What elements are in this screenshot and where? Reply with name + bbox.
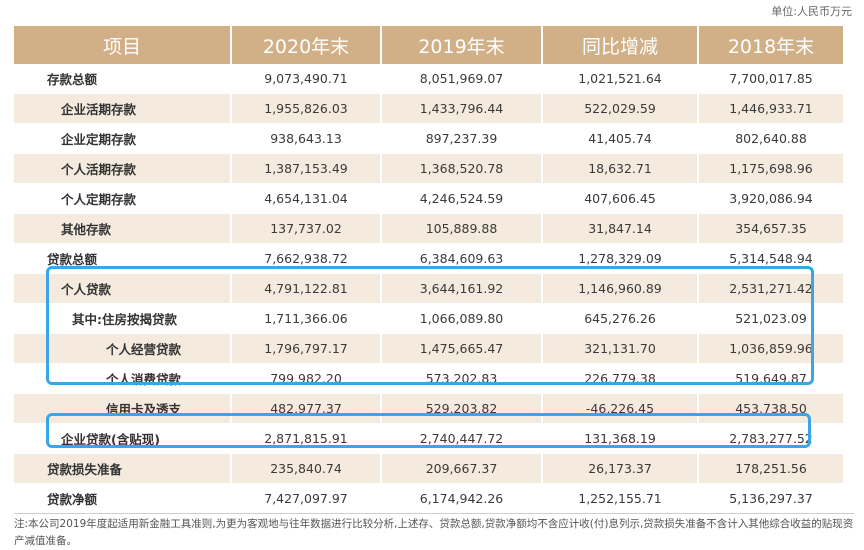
table-row: 个人贷款 4,791,122.81 3,644,161.92 1,146,960… — [14, 274, 843, 304]
cell-2020: 235,840.74 — [230, 454, 380, 484]
cell-2018: 5,136,297.37 — [697, 484, 843, 514]
cell-2018: 1,446,933.71 — [697, 94, 843, 124]
cell-2020: 137,737.02 — [230, 214, 380, 244]
cell-2019: 2,740,447.72 — [380, 424, 541, 454]
cell-change: 1,146,960.89 — [541, 274, 697, 304]
cell-2019: 3,644,161.92 — [380, 274, 541, 304]
cell-change: 41,405.74 — [541, 124, 697, 154]
unit-label: 单位:人民币万元 — [771, 5, 852, 18]
table-row: 个人活期存款 1,387,153.49 1,368,520.78 18,632.… — [14, 154, 843, 184]
cell-change: 26,173.37 — [541, 454, 697, 484]
cell-change: 1,278,329.09 — [541, 244, 697, 274]
row-label: 个人消费贷款 — [14, 364, 230, 394]
table-row: 信用卡及透支 482,977.37 529,203.82 -46,226.45 … — [14, 394, 843, 424]
row-label: 其中:住房按揭贷款 — [14, 304, 230, 334]
table-row: 企业活期存款 1,955,826.03 1,433,796.44 522,029… — [14, 94, 843, 124]
cell-change: 131,368.19 — [541, 424, 697, 454]
cell-2019: 1,475,665.47 — [380, 334, 541, 364]
header-2019: 2019年末 — [380, 26, 541, 64]
cell-2020: 1,796,797.17 — [230, 334, 380, 364]
cell-change: 226,779.38 — [541, 364, 697, 394]
table-row: 企业定期存款 938,643.13 897,237.39 41,405.74 8… — [14, 124, 843, 154]
cell-2019: 209,667.37 — [380, 454, 541, 484]
table-row: 个人定期存款 4,654,131.04 4,246,524.59 407,606… — [14, 184, 843, 214]
cell-2019: 105,889.88 — [380, 214, 541, 244]
cell-2018: 2,783,277.52 — [697, 424, 843, 454]
table-row: 个人消费贷款 799,982.20 573,202.83 226,779.38 … — [14, 364, 843, 394]
cell-2019: 8,051,969.07 — [380, 64, 541, 94]
cell-change: 1,252,155.71 — [541, 484, 697, 514]
cell-2020: 1,711,366.06 — [230, 304, 380, 334]
cell-2019: 529,203.82 — [380, 394, 541, 424]
row-label: 企业贷款(含贴现) — [14, 424, 230, 454]
cell-change: 645,276.26 — [541, 304, 697, 334]
row-label: 贷款损失准备 — [14, 454, 230, 484]
cell-2019: 6,384,609.63 — [380, 244, 541, 274]
header-item: 项目 — [14, 26, 230, 64]
table-row: 个人经营贷款 1,796,797.17 1,475,665.47 321,131… — [14, 334, 843, 364]
cell-change: 31,847.14 — [541, 214, 697, 244]
footnote: 注:本公司2019年度起适用新金融工具准则,为更为客观地与往年数据进行比较分析,… — [14, 513, 854, 550]
cell-2019: 573,202.83 — [380, 364, 541, 394]
row-label: 企业活期存款 — [14, 94, 230, 124]
table-row: 贷款损失准备 235,840.74 209,667.37 26,173.37 1… — [14, 454, 843, 484]
cell-change: 321,131.70 — [541, 334, 697, 364]
cell-2020: 7,662,938.72 — [230, 244, 380, 274]
cell-2020: 2,871,815.91 — [230, 424, 380, 454]
row-label: 企业定期存款 — [14, 124, 230, 154]
cell-2019: 1,066,089.80 — [380, 304, 541, 334]
cell-2020: 4,791,122.81 — [230, 274, 380, 304]
cell-2018: 1,036,859.96 — [697, 334, 843, 364]
cell-2020: 7,427,097.97 — [230, 484, 380, 514]
table-row: 其中:住房按揭贷款 1,711,366.06 1,066,089.80 645,… — [14, 304, 843, 334]
cell-2019: 1,433,796.44 — [380, 94, 541, 124]
row-label: 贷款总额 — [14, 244, 230, 274]
cell-change: 407,606.45 — [541, 184, 697, 214]
financial-table: 项目 2020年末 2019年末 同比增减 2018年末 存款总额 9,073,… — [14, 26, 843, 514]
cell-2018: 453,738.50 — [697, 394, 843, 424]
cell-2018: 178,251.56 — [697, 454, 843, 484]
row-label: 贷款净额 — [14, 484, 230, 514]
row-label: 信用卡及透支 — [14, 394, 230, 424]
table-row: 贷款净额 7,427,097.97 6,174,942.26 1,252,155… — [14, 484, 843, 514]
cell-2018: 7,700,017.85 — [697, 64, 843, 94]
cell-2018: 354,657.35 — [697, 214, 843, 244]
cell-2020: 799,982.20 — [230, 364, 380, 394]
header-2018: 2018年末 — [697, 26, 843, 64]
cell-2018: 1,175,698.96 — [697, 154, 843, 184]
cell-2020: 938,643.13 — [230, 124, 380, 154]
cell-2019: 6,174,942.26 — [380, 484, 541, 514]
cell-change: 1,021,521.64 — [541, 64, 697, 94]
cell-change: -46,226.45 — [541, 394, 697, 424]
cell-2019: 897,237.39 — [380, 124, 541, 154]
cell-2020: 482,977.37 — [230, 394, 380, 424]
table-row: 其他存款 137,737.02 105,889.88 31,847.14 354… — [14, 214, 843, 244]
cell-2020: 4,654,131.04 — [230, 184, 380, 214]
cell-2018: 521,023.09 — [697, 304, 843, 334]
cell-change: 18,632.71 — [541, 154, 697, 184]
cell-2020: 9,073,490.71 — [230, 64, 380, 94]
cell-2020: 1,955,826.03 — [230, 94, 380, 124]
row-label: 个人定期存款 — [14, 184, 230, 214]
row-label: 个人活期存款 — [14, 154, 230, 184]
row-label: 其他存款 — [14, 214, 230, 244]
table-row: 存款总额 9,073,490.71 8,051,969.07 1,021,521… — [14, 64, 843, 94]
cell-change: 522,029.59 — [541, 94, 697, 124]
header-change: 同比增减 — [541, 26, 697, 64]
cell-2018: 2,531,271.42 — [697, 274, 843, 304]
cell-2019: 1,368,520.78 — [380, 154, 541, 184]
cell-2018: 802,640.88 — [697, 124, 843, 154]
table-header-row: 项目 2020年末 2019年末 同比增减 2018年末 — [14, 26, 843, 64]
cell-2020: 1,387,153.49 — [230, 154, 380, 184]
row-label: 存款总额 — [14, 64, 230, 94]
table-row: 贷款总额 7,662,938.72 6,384,609.63 1,278,329… — [14, 244, 843, 274]
table-row: 企业贷款(含贴现) 2,871,815.91 2,740,447.72 131,… — [14, 424, 843, 454]
cell-2018: 5,314,548.94 — [697, 244, 843, 274]
header-2020: 2020年末 — [230, 26, 380, 64]
row-label: 个人经营贷款 — [14, 334, 230, 364]
cell-2018: 3,920,086.94 — [697, 184, 843, 214]
row-label: 个人贷款 — [14, 274, 230, 304]
cell-2019: 4,246,524.59 — [380, 184, 541, 214]
cell-2018: 519,649.87 — [697, 364, 843, 394]
